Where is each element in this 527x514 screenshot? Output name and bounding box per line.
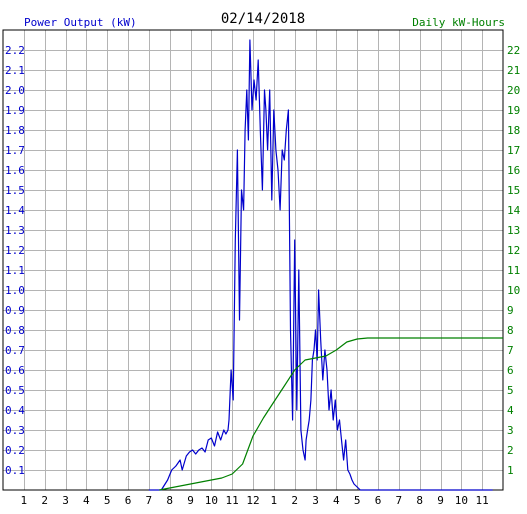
axis-tick-labels: 1 2 3 4 5 6 7 8 9 10 11 12 1 2 3 4 5 6 7 8 9 10 110.10.20.30.4…	[5, 44, 521, 507]
x-tick-label: 8	[166, 494, 173, 507]
x-tick-label: 5	[354, 494, 361, 507]
y-left-tick-label: 0.4	[5, 404, 25, 417]
y-left-tick-label: 0.2	[5, 444, 25, 457]
y-left-tick-label: 0.1	[5, 464, 25, 477]
y-right-tick-label: 14	[507, 204, 521, 217]
y-left-tick-label: 1.8	[5, 124, 25, 137]
y-left-tick-label: 0.8	[5, 324, 25, 337]
y-right-tick-label: 12	[507, 244, 520, 257]
y-left-tick-label: 2.2	[5, 44, 25, 57]
x-tick-label: 3	[312, 494, 319, 507]
x-tick-label: 7	[146, 494, 153, 507]
y-left-tick-label: 1.4	[5, 204, 25, 217]
y-right-tick-label: 15	[507, 184, 520, 197]
y-left-tick-label: 1.0	[5, 284, 25, 297]
y-left-tick-label: 0.7	[5, 344, 25, 357]
x-tick-label: 8	[416, 494, 423, 507]
right-axis-label: Daily kW-Hours	[412, 16, 505, 29]
y-left-tick-label: 0.5	[5, 384, 25, 397]
x-tick-label: 6	[125, 494, 132, 507]
x-tick-label: 11	[226, 494, 239, 507]
y-right-tick-label: 22	[507, 44, 520, 57]
power-output-line	[148, 39, 493, 491]
y-left-tick-label: 1.3	[5, 224, 25, 237]
y-right-tick-label: 13	[507, 224, 520, 237]
y-right-tick-label: 1	[507, 464, 514, 477]
y-right-tick-label: 17	[507, 144, 520, 157]
y-left-tick-label: 1.2	[5, 244, 25, 257]
x-tick-label: 2	[41, 494, 48, 507]
left-axis-label: Power Output (kW)	[24, 16, 137, 29]
y-right-tick-label: 9	[507, 304, 514, 317]
x-tick-label: 7	[396, 494, 403, 507]
y-left-tick-label: 2.1	[5, 64, 25, 77]
y-left-tick-label: 1.5	[5, 184, 25, 197]
y-right-tick-label: 3	[507, 424, 514, 437]
x-tick-label: 1	[271, 494, 278, 507]
plot-frame	[2, 29, 504, 491]
x-tick-label: 9	[437, 494, 444, 507]
y-right-tick-label: 2	[507, 444, 514, 457]
x-tick-label: 5	[104, 494, 111, 507]
y-right-tick-label: 21	[507, 64, 520, 77]
data-series	[148, 39, 503, 491]
y-right-tick-label: 6	[507, 364, 514, 377]
y-right-tick-label: 5	[507, 384, 514, 397]
x-tick-label: 11	[476, 494, 489, 507]
x-tick-label: 10	[205, 494, 218, 507]
x-tick-label: 10	[455, 494, 468, 507]
y-left-tick-label: 0.9	[5, 304, 25, 317]
y-left-tick-label: 1.9	[5, 104, 25, 117]
x-tick-label: 3	[62, 494, 69, 507]
x-tick-label: 12	[246, 494, 259, 507]
y-right-tick-label: 4	[507, 404, 514, 417]
y-right-tick-label: 16	[507, 164, 520, 177]
y-right-tick-label: 20	[507, 84, 520, 97]
y-right-tick-label: 18	[507, 124, 520, 137]
daily-kwh-line	[159, 337, 503, 491]
y-left-tick-label: 1.6	[5, 164, 25, 177]
chart-title: 02/14/2018	[221, 11, 305, 27]
y-left-tick-label: 2.0	[5, 84, 25, 97]
x-tick-label: 9	[187, 494, 194, 507]
y-right-tick-label: 10	[507, 284, 520, 297]
y-right-tick-label: 7	[507, 344, 514, 357]
y-left-tick-label: 1.7	[5, 144, 25, 157]
y-left-tick-label: 0.3	[5, 424, 25, 437]
y-right-tick-label: 8	[507, 324, 514, 337]
y-right-tick-label: 11	[507, 264, 520, 277]
y-right-tick-label: 19	[507, 104, 520, 117]
y-left-tick-label: 1.1	[5, 264, 25, 277]
y-left-tick-label: 0.6	[5, 364, 25, 377]
x-tick-label: 6	[375, 494, 382, 507]
x-tick-label: 2	[291, 494, 298, 507]
x-tick-label: 4	[333, 494, 340, 507]
x-tick-label: 1	[21, 494, 28, 507]
x-tick-label: 4	[83, 494, 90, 507]
